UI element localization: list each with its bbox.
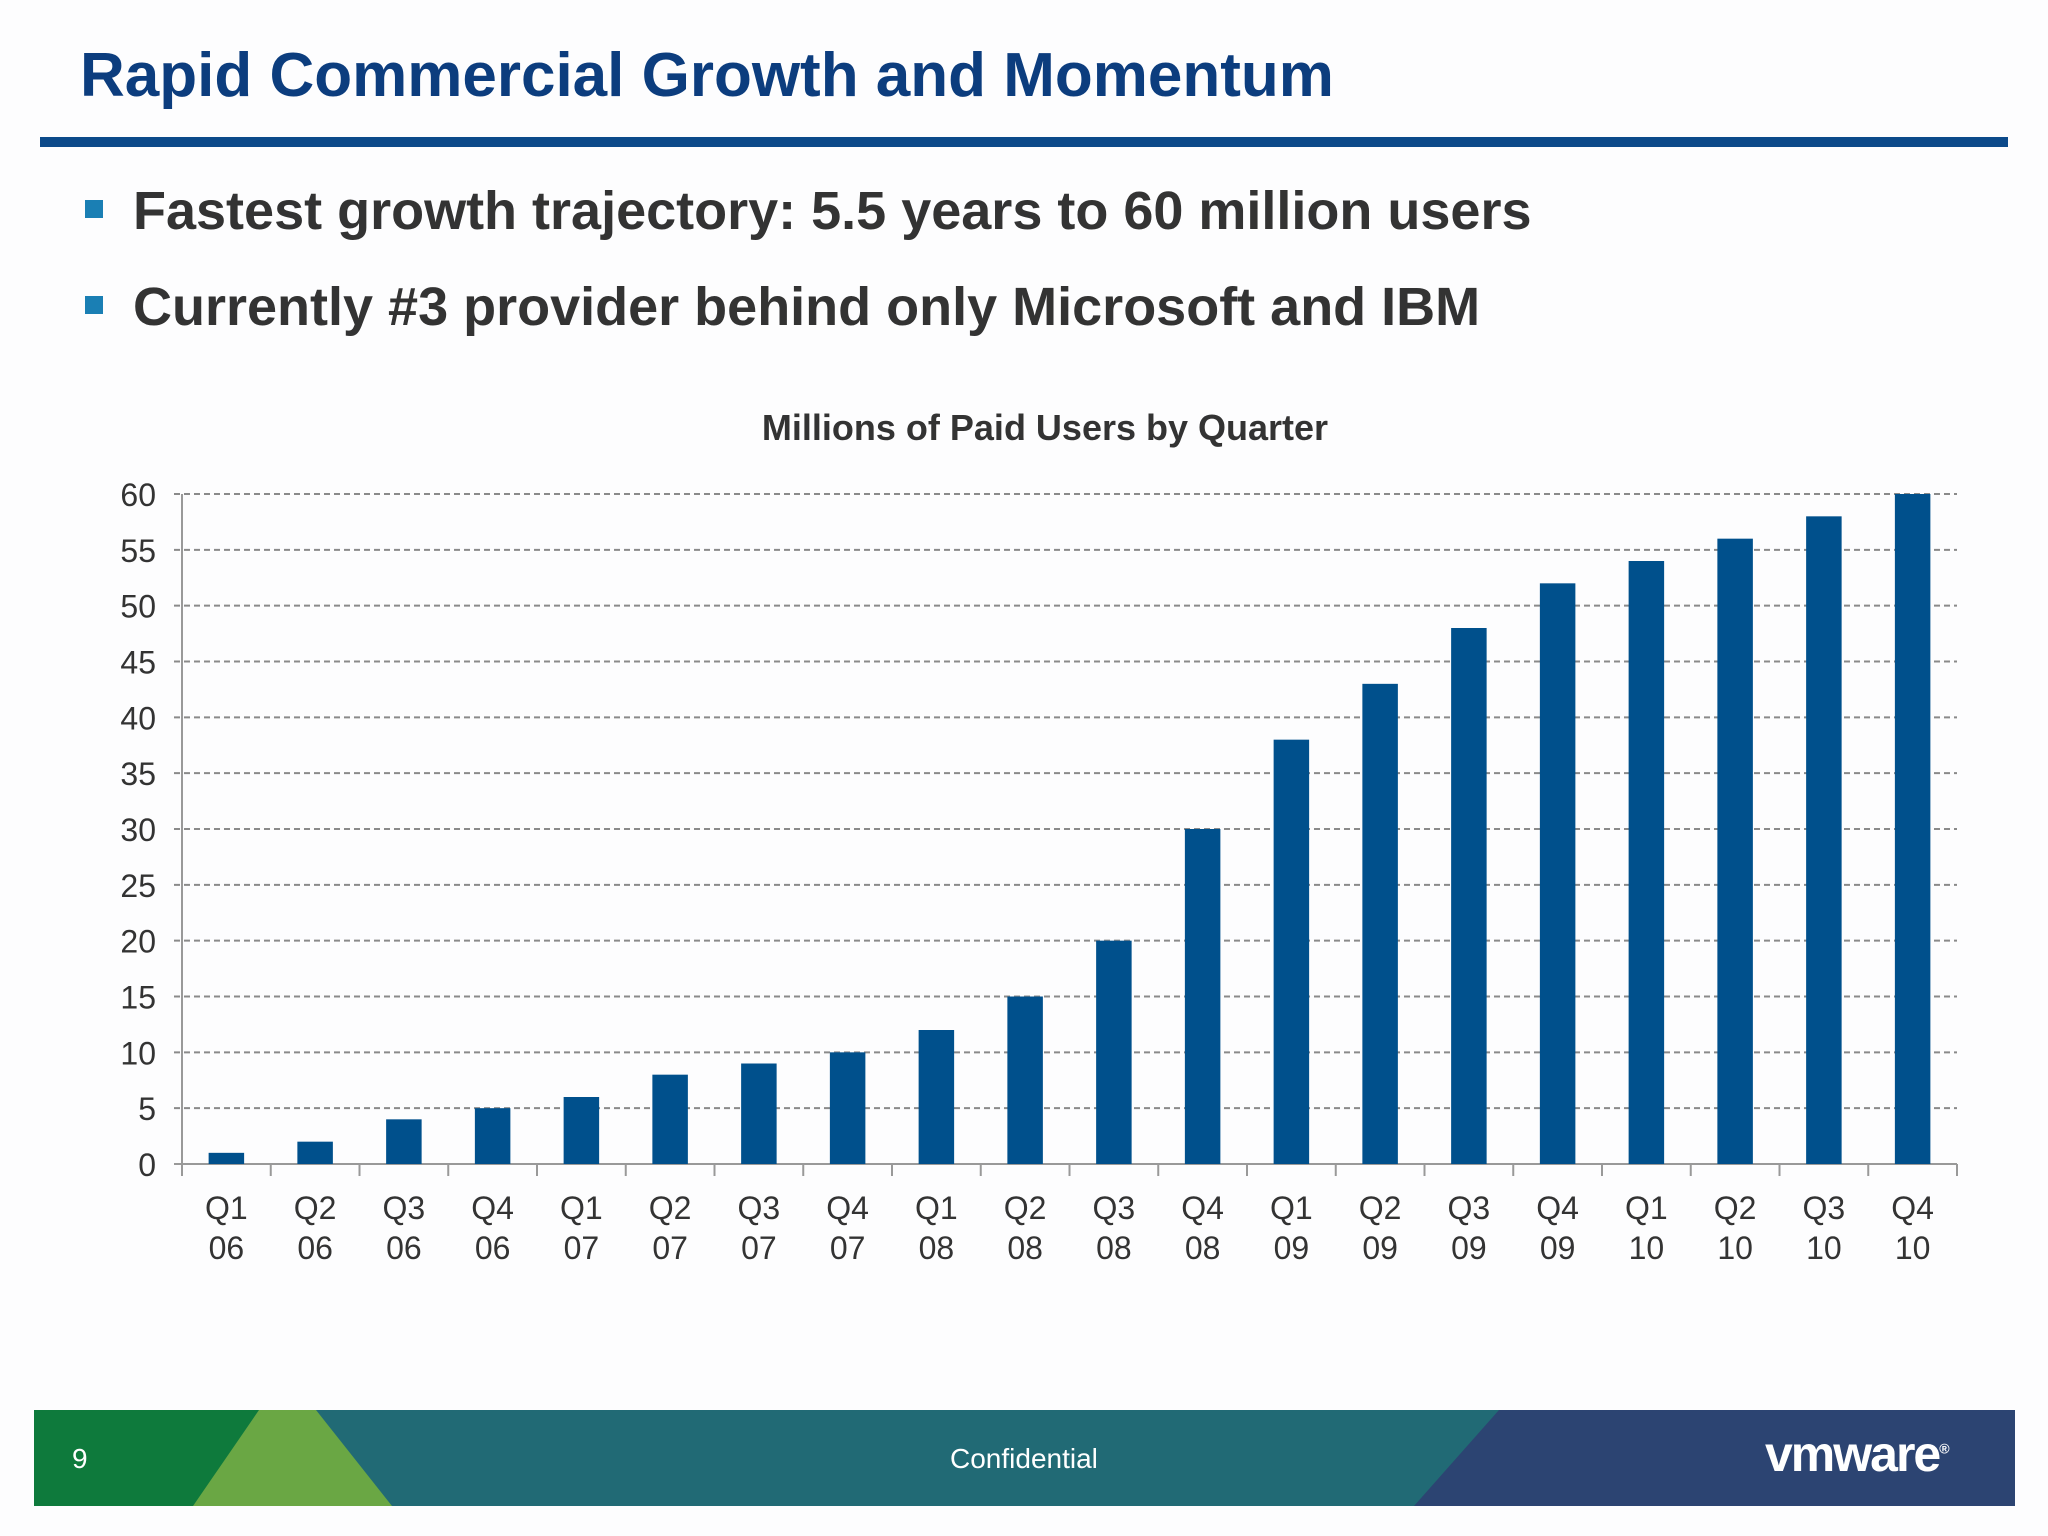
- y-tick-label: 25: [120, 868, 156, 904]
- bar: [474, 1108, 511, 1164]
- x-tick-label: Q3 07: [738, 1190, 781, 1266]
- y-tick-label: 15: [120, 980, 156, 1016]
- x-tick-label: Q4 08: [1181, 1190, 1224, 1266]
- x-tick-label: Q3 06: [383, 1190, 426, 1266]
- footer-green: [34, 1410, 259, 1506]
- page-number: 9: [72, 1443, 88, 1474]
- x-tick-label: Q4 10: [1891, 1190, 1934, 1266]
- y-tick-label: 10: [120, 1035, 156, 1071]
- x-tick-label: Q3 09: [1448, 1190, 1491, 1266]
- x-tick-label: Q4 09: [1536, 1190, 1579, 1266]
- confidential-label: Confidential: [950, 1443, 1098, 1474]
- bar: [1451, 628, 1487, 1164]
- y-tick-label: 5: [138, 1091, 156, 1127]
- y-tick-label: 55: [120, 533, 156, 569]
- x-tick-label: Q2 06: [294, 1190, 337, 1266]
- bullet-square-icon: [85, 296, 103, 314]
- bar: [1007, 996, 1043, 1164]
- bullet-text: Currently #3 provider behind only Micros…: [133, 277, 1481, 337]
- y-tick-label: 0: [138, 1147, 156, 1183]
- bullet-text: Fastest growth trajectory: 5.5 years to …: [133, 181, 1532, 241]
- x-tick-label: Q4 06: [471, 1190, 514, 1266]
- footer-band: [34, 1410, 2015, 1506]
- x-tick-label: Q1 09: [1270, 1190, 1313, 1266]
- x-tick-label: Q3 08: [1093, 1190, 1136, 1266]
- bar: [1362, 683, 1398, 1164]
- bar-chart: 0 5 10 15 20 25 30 35 40 45 50 55 60 Q1 06 Q2 06 Q3 06 Q4 06…: [120, 477, 1958, 1266]
- x-tick-label: Q1 07: [560, 1190, 603, 1266]
- bar: [386, 1119, 422, 1164]
- title-rule: [40, 137, 2008, 147]
- y-tick-label: 35: [120, 756, 156, 792]
- x-tick-label: Q1 08: [915, 1190, 958, 1266]
- bar: [1539, 583, 1576, 1164]
- y-tick-label: 20: [120, 924, 156, 960]
- bar: [741, 1063, 777, 1164]
- bar: [208, 1152, 245, 1164]
- vmware-logo: vmware®: [1765, 1426, 1950, 1482]
- bar: [1096, 940, 1132, 1164]
- bar: [1184, 829, 1221, 1164]
- slide-title: Rapid Commercial Growth and Momentum: [80, 41, 1334, 110]
- bar: [1806, 516, 1842, 1164]
- bar: [1717, 538, 1753, 1164]
- y-tick-label: 60: [120, 477, 156, 513]
- bar: [1894, 494, 1931, 1164]
- y-tick-label: 50: [120, 589, 156, 625]
- y-tick-label: 40: [120, 700, 156, 736]
- x-tick-label: Q2 09: [1359, 1190, 1402, 1266]
- bar: [918, 1030, 955, 1164]
- x-tick-label: Q1 06: [205, 1190, 248, 1266]
- x-tick-label: Q2 07: [649, 1190, 692, 1266]
- bar: [652, 1074, 688, 1164]
- bar: [563, 1097, 600, 1164]
- bar: [1273, 739, 1310, 1164]
- chart-title: Millions of Paid Users by Quarter: [761, 407, 1329, 448]
- y-tick-label: 45: [120, 645, 156, 681]
- x-tick-label: Q4 07: [826, 1190, 869, 1266]
- x-tick-label: Q3 10: [1803, 1190, 1846, 1266]
- bar: [1628, 561, 1665, 1164]
- y-tick-label: 30: [120, 812, 156, 848]
- bar: [829, 1052, 866, 1164]
- x-tick-label: Q2 08: [1004, 1190, 1047, 1266]
- bullet-square-icon: [85, 200, 103, 218]
- footer-light-green: [193, 1410, 392, 1506]
- footer-navy: [1414, 1410, 2015, 1506]
- x-tick-label: Q1 10: [1625, 1190, 1668, 1266]
- bar: [297, 1141, 333, 1164]
- x-tick-label: Q2 10: [1714, 1190, 1757, 1266]
